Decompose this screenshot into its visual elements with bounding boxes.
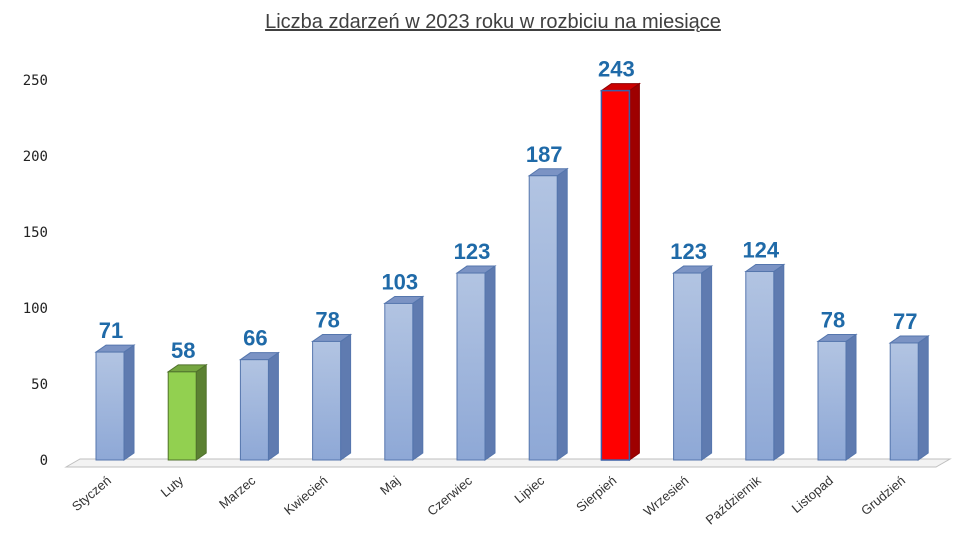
x-tick-label-styczen: Styczeń xyxy=(69,473,114,514)
bar-front-face xyxy=(745,271,775,461)
y-axis: 0 50 100 150 200 250 xyxy=(23,73,48,469)
bar-lipiec xyxy=(527,167,569,461)
bar-front-face xyxy=(528,175,558,461)
data-label-sierpien: 243 xyxy=(598,57,635,82)
bar-side-face xyxy=(123,344,135,461)
bar-marzec xyxy=(238,351,280,461)
bar-front-face xyxy=(167,371,197,461)
bar-pazdziernik xyxy=(744,263,786,461)
x-tick-label-lipiec: Lipiec xyxy=(511,472,547,506)
bar-side-face xyxy=(845,333,857,461)
bar-side-face xyxy=(556,167,568,461)
bar-side-face xyxy=(484,265,496,461)
bar-front-face xyxy=(889,342,919,461)
y-tick-label: 0 xyxy=(40,453,48,469)
bar-front-face xyxy=(239,359,269,461)
chart-floor xyxy=(64,458,952,468)
data-label-czerwiec: 123 xyxy=(454,239,491,264)
data-label-grudzien: 77 xyxy=(893,309,917,334)
x-tick-label-listopad: Listopad xyxy=(789,473,836,516)
x-tick-label-wrzesien: Wrzesień xyxy=(641,473,692,519)
x-tick-label-pazdziernik: Październik xyxy=(703,472,765,527)
bars xyxy=(94,82,930,461)
bar-wrzesien xyxy=(672,265,714,461)
bar-side-face xyxy=(267,351,279,461)
bar-front-face xyxy=(600,89,631,461)
bar-side-face xyxy=(701,265,713,461)
bar-front-face xyxy=(95,351,125,461)
x-tick-label-sierpien: Sierpień xyxy=(573,473,619,515)
x-tick-label-czerwiec: Czerwiec xyxy=(424,472,475,518)
y-tick-label: 50 xyxy=(31,377,48,393)
x-axis: Styczeń Luty Marzec Kwiecień Maj Czerwiec Lipi… xyxy=(69,472,908,527)
bar-side-face xyxy=(773,263,785,461)
x-tick-label-grudzien: Grudzień xyxy=(858,473,908,518)
bar-front-face xyxy=(384,302,414,461)
bar-listopad xyxy=(816,333,858,461)
bar-czerwiec xyxy=(455,265,497,461)
bar-side-face xyxy=(340,333,352,461)
bar-kwiecien xyxy=(311,333,353,461)
data-label-luty: 58 xyxy=(171,338,195,363)
y-tick-label: 150 xyxy=(23,225,48,241)
x-tick-label-kwiecien: Kwiecień xyxy=(281,473,331,518)
floor-plane xyxy=(64,458,952,468)
bar-front-face xyxy=(673,272,703,461)
bar-grudzien xyxy=(888,334,930,461)
bar-styczen xyxy=(94,344,136,461)
data-label-listopad: 78 xyxy=(821,307,845,332)
data-label-marzec: 66 xyxy=(243,326,267,351)
data-labels: 71 58 66 78 103 123 187 243 123 124 78 77 xyxy=(99,57,918,363)
bar-front-face xyxy=(456,272,486,461)
data-label-maj: 103 xyxy=(381,269,418,294)
data-label-kwiecien: 78 xyxy=(315,307,339,332)
y-tick-label: 100 xyxy=(23,301,48,317)
data-label-pazdziernik: 124 xyxy=(742,238,779,263)
y-tick-label: 200 xyxy=(23,149,48,165)
bar-side-face xyxy=(195,363,207,461)
bar-maj xyxy=(383,295,425,461)
bar-sierpien xyxy=(599,82,641,461)
bar-front-face xyxy=(817,340,847,461)
bar-side-face xyxy=(628,82,640,461)
data-label-lipiec: 187 xyxy=(526,142,563,167)
x-tick-label-maj: Maj xyxy=(377,473,403,498)
bar-side-face xyxy=(917,334,929,461)
x-tick-label-luty: Luty xyxy=(158,472,187,500)
bar-luty xyxy=(166,363,208,461)
chart-title: Liczba zdarzeń w 2023 roku w rozbiciu na… xyxy=(265,11,721,33)
data-label-wrzesien: 123 xyxy=(670,239,707,264)
bar-side-face xyxy=(412,295,424,461)
bar-front-face xyxy=(312,340,342,461)
data-label-styczen: 71 xyxy=(99,318,123,343)
x-tick-label-marzec: Marzec xyxy=(216,472,259,511)
y-tick-label: 250 xyxy=(23,73,48,89)
